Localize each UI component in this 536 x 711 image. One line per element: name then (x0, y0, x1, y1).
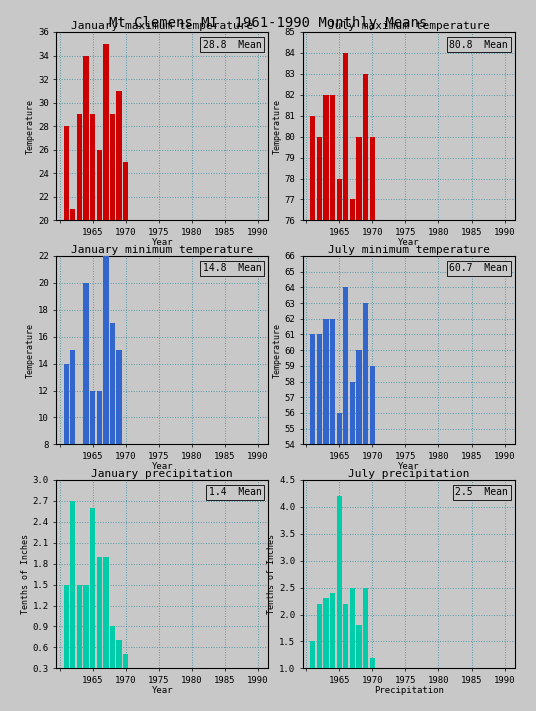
X-axis label: Year: Year (151, 462, 173, 471)
Bar (350, 382, 355, 444)
Bar (317, 604, 322, 668)
Bar (356, 625, 362, 668)
Bar (343, 53, 348, 220)
Bar (323, 95, 329, 220)
Title: July minimum temperature: July minimum temperature (327, 245, 490, 255)
Bar (84, 55, 88, 220)
Bar (363, 303, 368, 444)
Text: 28.8  Mean: 28.8 Mean (203, 40, 262, 50)
Bar (116, 91, 122, 220)
Bar (337, 413, 342, 444)
X-axis label: Year: Year (398, 462, 420, 471)
Title: July precipitation: July precipitation (348, 469, 470, 479)
Text: 2.5  Mean: 2.5 Mean (456, 488, 508, 498)
Y-axis label: Tenths of Inches: Tenths of Inches (21, 534, 29, 614)
Bar (343, 287, 348, 444)
Bar (317, 334, 322, 444)
Text: 1.4  Mean: 1.4 Mean (209, 488, 262, 498)
Y-axis label: Temperature: Temperature (273, 99, 282, 154)
Bar (337, 496, 342, 668)
Bar (116, 351, 122, 444)
Bar (77, 114, 82, 220)
Bar (96, 150, 102, 220)
Bar (103, 44, 109, 220)
Bar (350, 200, 355, 220)
Bar (96, 390, 102, 444)
Bar (323, 599, 329, 668)
Bar (370, 658, 375, 668)
Bar (310, 334, 315, 444)
Bar (110, 114, 115, 220)
Bar (337, 178, 342, 220)
Bar (116, 641, 122, 668)
Bar (323, 319, 329, 444)
Bar (123, 654, 129, 668)
Bar (103, 557, 109, 668)
Text: 60.7  Mean: 60.7 Mean (450, 264, 508, 274)
Bar (96, 557, 102, 668)
Bar (330, 95, 335, 220)
Title: January maximum temperature: January maximum temperature (71, 21, 254, 31)
Bar (330, 319, 335, 444)
Bar (370, 137, 375, 220)
Y-axis label: Tenths of Inches: Tenths of Inches (267, 534, 276, 614)
Bar (363, 587, 368, 668)
Bar (70, 501, 76, 668)
Bar (310, 641, 315, 668)
Bar (310, 116, 315, 220)
Bar (77, 584, 82, 668)
Y-axis label: Temperature: Temperature (26, 99, 35, 154)
X-axis label: Year: Year (151, 238, 173, 247)
Bar (356, 351, 362, 444)
Text: 80.8  Mean: 80.8 Mean (450, 40, 508, 50)
Bar (70, 351, 76, 444)
Bar (103, 256, 109, 444)
Bar (70, 208, 76, 220)
Bar (90, 114, 95, 220)
Bar (110, 324, 115, 444)
Bar (343, 604, 348, 668)
Bar (64, 127, 69, 220)
Bar (123, 161, 129, 220)
Bar (64, 584, 69, 668)
Y-axis label: Temperature: Temperature (26, 323, 35, 378)
Bar (350, 587, 355, 668)
X-axis label: Year: Year (151, 686, 173, 695)
Bar (370, 366, 375, 444)
Title: July maximum temperature: July maximum temperature (327, 21, 490, 31)
Bar (356, 137, 362, 220)
Text: 14.8  Mean: 14.8 Mean (203, 264, 262, 274)
Title: January minimum temperature: January minimum temperature (71, 245, 254, 255)
Bar (84, 584, 88, 668)
Bar (363, 74, 368, 220)
Bar (110, 626, 115, 668)
Bar (330, 593, 335, 668)
Title: January precipitation: January precipitation (91, 469, 233, 479)
Bar (90, 390, 95, 444)
Text: Mt Clemens MI  1961-1990 Monthly Means: Mt Clemens MI 1961-1990 Monthly Means (109, 16, 427, 30)
X-axis label: Precipitation: Precipitation (374, 686, 444, 695)
Bar (64, 363, 69, 444)
X-axis label: Year: Year (398, 238, 420, 247)
Bar (317, 137, 322, 220)
Bar (84, 283, 88, 444)
Y-axis label: Temperature: Temperature (273, 323, 282, 378)
Bar (90, 508, 95, 668)
